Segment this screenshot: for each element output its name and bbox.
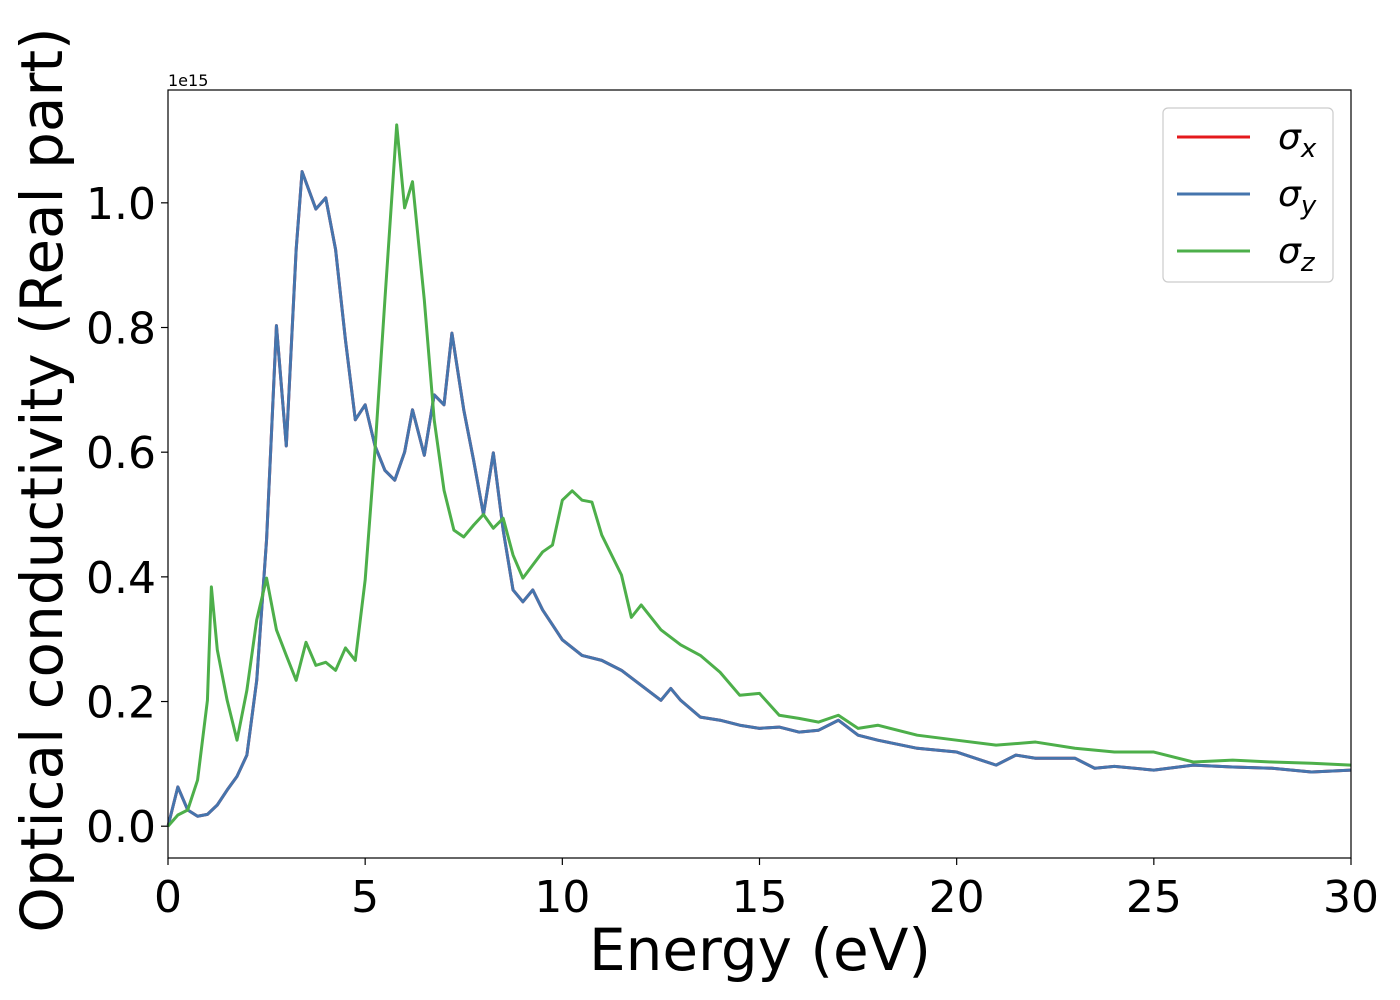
offset-text: 1e15 (168, 71, 208, 90)
legend-label: σy (1278, 174, 1317, 221)
plot-frame (167, 89, 1352, 859)
x-tick-label: 15 (732, 872, 788, 923)
x-tick-label: 0 (154, 872, 182, 923)
x-axis-label: Energy (eV) (589, 916, 931, 984)
x-tick-label: 25 (1126, 872, 1182, 923)
x-tick-label: 10 (534, 872, 590, 923)
series-line (166, 170, 1352, 827)
x-tick-label: 30 (1323, 872, 1379, 923)
series-line (166, 123, 1352, 828)
y-tick-label: 0.6 (86, 428, 156, 479)
y-tick-label: 0.2 (86, 678, 156, 729)
legend-label: σx (1278, 117, 1317, 164)
y-tick-label: 0.0 (86, 802, 156, 853)
x-tick-label: 5 (351, 872, 379, 923)
y-tick-label: 0.4 (86, 553, 156, 604)
legend-label: σz (1278, 231, 1316, 278)
x-tick-label: 20 (929, 872, 985, 923)
y-tick-label: 0.8 (86, 304, 156, 355)
y-axis-label: Optical conductivity (Real part) (8, 27, 76, 932)
y-tick-label: 1.0 (86, 179, 156, 230)
